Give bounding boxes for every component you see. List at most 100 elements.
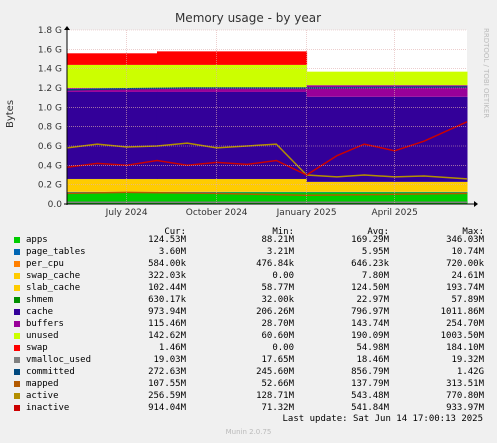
legend-avg-value: 646.23k (351, 259, 389, 269)
footer-version: Munin 2.0.75 (225, 428, 272, 436)
y-tick-label: 1.2 G (38, 84, 62, 94)
legend-min-value: 60.60M (261, 331, 294, 341)
legend-row: committed 272.63M 245.60M 856.79M 1.42G (0, 366, 497, 378)
legend-swatch (14, 261, 20, 267)
y-tick-label: 1.6 G (38, 45, 62, 55)
area-unused (306, 71, 468, 86)
legend-max-value: 19.32M (451, 355, 484, 365)
legend-avg-value: 190.09M (351, 331, 389, 341)
legend-max-value: 933.97M (446, 403, 484, 413)
legend-avg-value: 137.79M (351, 379, 389, 389)
legend-max-value: 193.74M (446, 283, 484, 293)
legend-max-value: 346.03M (446, 235, 484, 245)
area-slab-cache (67, 179, 158, 192)
legend-min-value: 28.70M (261, 319, 294, 329)
legend-swatch (14, 309, 20, 315)
y-tick-label: 1.8 G (38, 26, 62, 36)
legend-min-value: 58.77M (261, 283, 294, 293)
legend-swatch (14, 345, 20, 351)
legend-cur-value: 3.60M (158, 247, 186, 257)
legend-series-name: vmalloc_used (26, 355, 92, 365)
legend-header-max: Max: (462, 227, 484, 237)
area-slab-cache (306, 181, 468, 192)
legend-cur-value: 102.44M (148, 283, 186, 293)
legend-max-value: 1.42G (456, 367, 484, 377)
line-mapped (66, 191, 468, 197)
legend-min-value: 245.60M (256, 367, 294, 377)
legend-series-name: shmem (26, 295, 54, 305)
legend-max-value: 1003.50M (440, 331, 484, 341)
area-unused (156, 64, 308, 89)
legend-swatch (14, 297, 20, 303)
area-buffers (306, 85, 468, 97)
legend-max-value: 10.74M (451, 247, 484, 257)
legend-avg-value: 18.46M (356, 355, 389, 365)
legend-avg-value: 22.97M (356, 295, 389, 305)
area-swap (156, 51, 308, 65)
stacked-areas (67, 51, 468, 204)
area-apps (67, 192, 158, 204)
legend-row: shmem 630.17k 32.00k 22.97M 57.89M (0, 294, 497, 306)
legend-swatch (14, 405, 20, 411)
y-axis-ticks: 0.0 0.2 G 0.4 G 0.6 G 0.8 G 1.0 G 1.2 G 1.4 G 1.… (38, 26, 62, 210)
legend-row: active 256.59M 128.71M 543.48M 770.80M (0, 390, 497, 402)
legend-swatch (14, 321, 20, 327)
legend-cur-value: 630.17k (148, 295, 186, 305)
legend-row: apps 124.53M 88.21M 169.29M 346.03M (0, 234, 497, 246)
legend-cur-value: 1.46M (158, 343, 186, 353)
legend-min-value: 0.00 (272, 343, 294, 353)
legend-row: slab_cache 102.44M 58.77M 124.50M 193.74M (0, 282, 497, 294)
x-tick-label: January 2025 (276, 208, 337, 218)
area-apps (156, 192, 308, 204)
line-active (66, 142, 468, 180)
legend-cur-value: 584.00k (148, 259, 186, 269)
legend-swatch (14, 369, 20, 375)
legend-cur-value: 914.04M (148, 403, 186, 413)
legend-avg-value: 169.29M (351, 235, 389, 245)
legend-swatch (14, 285, 20, 291)
legend-header-avg: Avg: (367, 227, 389, 237)
legend-series-name: mapped (26, 379, 59, 389)
area-buffers (156, 88, 308, 92)
legend-swatch (14, 393, 20, 399)
legend-avg-value: 5.95M (361, 247, 389, 257)
legend-swatch (14, 237, 20, 243)
y-axis-arrow (64, 26, 70, 30)
legend-avg-value: 7.80M (361, 271, 389, 281)
legend-row: swap_cache 322.03k 0.00 7.80M 24.61M (0, 270, 497, 282)
legend-series-name: inactive (26, 403, 70, 413)
area-apps (306, 192, 468, 204)
legend-row: per_cpu 584.00k 476.84k 646.23k 720.00k (0, 258, 497, 270)
y-tick-label: 0.2 G (38, 181, 62, 191)
y-axis-label: Bytes (5, 100, 16, 128)
legend-row: cache 973.94M 206.26M 796.97M 1011.86M (0, 306, 497, 318)
area-slab-cache (156, 179, 308, 192)
legend-series-name: per_cpu (26, 259, 64, 269)
legend-header-cur: Cur: (164, 227, 186, 237)
legend-avg-value: 124.50M (351, 283, 389, 293)
legend-cur-value: 107.55M (148, 379, 186, 389)
legend-avg-value: 796.97M (351, 307, 389, 317)
legend-cur-value: 973.94M (148, 307, 186, 317)
legend-header-min: Min: (272, 227, 294, 237)
legend-min-value: 71.32M (261, 403, 294, 413)
legend-cur-value: 115.46M (148, 319, 186, 329)
chart-title: Memory usage - by year (175, 11, 321, 25)
legend-series-name: page_tables (26, 247, 86, 257)
legend-series-name: apps (26, 235, 48, 245)
y-tick-label: 1.0 G (38, 103, 62, 113)
legend-min-value: 3.21M (266, 247, 294, 257)
legend-swatch (14, 249, 20, 255)
legend-cur-value: 322.03k (148, 271, 186, 281)
legend-row: swap 1.46M 0.00 54.98M 184.10M (0, 342, 497, 354)
grid-lines (67, 29, 467, 205)
side-label: RRDTOOL / TOBI OETIKER (482, 28, 490, 118)
legend-max-value: 184.10M (446, 343, 484, 353)
legend-row: inactive 914.04M 71.32M 541.84M 933.97M (0, 402, 497, 414)
x-tick-label: October 2024 (186, 208, 248, 218)
legend-min-value: 128.71M (256, 391, 294, 401)
legend-min-value: 17.65M (261, 355, 294, 365)
line-inactive (66, 121, 468, 176)
legend-max-value: 24.61M (451, 271, 484, 281)
